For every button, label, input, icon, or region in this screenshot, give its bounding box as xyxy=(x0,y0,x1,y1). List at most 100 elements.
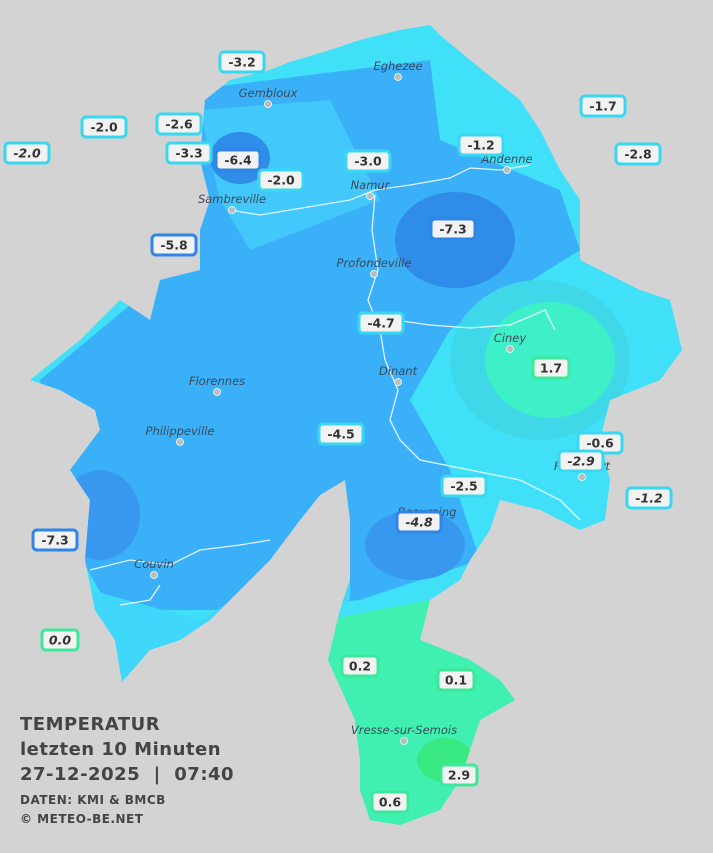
city-dot xyxy=(176,438,184,446)
station-box xyxy=(439,763,479,787)
station-value: 1.7 xyxy=(540,361,562,376)
station: -7.3 xyxy=(31,528,79,552)
station: -2.0 xyxy=(257,168,305,192)
station-box xyxy=(370,790,410,814)
station: -2.6 xyxy=(155,112,203,136)
station-value: -0.6 xyxy=(586,436,614,451)
station-value: -3.2 xyxy=(228,55,255,70)
city-dot xyxy=(150,571,158,579)
station: -0.6 xyxy=(576,431,624,455)
city-dot xyxy=(394,378,402,386)
station-box xyxy=(531,356,571,380)
station-value: -5.8 xyxy=(160,238,187,253)
station: -1.2 xyxy=(625,486,673,510)
station-value: 0.1 xyxy=(445,673,467,688)
station: -2.0 xyxy=(80,115,128,139)
station: -3.2 xyxy=(218,50,266,74)
station-value: -3.3 xyxy=(175,146,202,161)
station: -2.9 xyxy=(557,449,605,473)
city-dot xyxy=(503,166,511,174)
station: -2.8 xyxy=(614,142,662,166)
station: -4.5 xyxy=(317,422,365,446)
station-box xyxy=(214,148,262,172)
city-dot xyxy=(366,192,374,200)
station: -4.7 xyxy=(357,311,405,335)
source: DATEN: KMI & BMCB xyxy=(20,793,166,807)
station: -7.3 xyxy=(429,217,477,241)
station-value: -2.8 xyxy=(624,147,651,162)
station-value: -4.5 xyxy=(327,427,354,442)
station-box xyxy=(625,486,673,510)
station-value: -1.7 xyxy=(589,99,616,114)
station-box xyxy=(218,50,266,74)
station: 0.6 xyxy=(370,790,410,814)
station-value: -3.0 xyxy=(354,154,382,169)
station-value: 0.0 xyxy=(49,633,71,648)
station-box xyxy=(150,233,198,257)
city-dot xyxy=(213,388,221,396)
station-value: -6.4 xyxy=(224,153,252,168)
station-box xyxy=(436,668,476,692)
city-dot xyxy=(370,270,378,278)
station: -3.3 xyxy=(165,141,213,165)
station: -2.0 xyxy=(3,141,51,165)
station-box xyxy=(357,311,405,335)
station-box xyxy=(3,141,51,165)
station: 0.0 xyxy=(40,628,80,652)
station-box xyxy=(557,449,605,473)
station-value: -1.2 xyxy=(635,491,662,506)
station-box xyxy=(457,133,505,157)
station-box xyxy=(579,94,627,118)
station: -4.8 xyxy=(395,510,443,534)
station-box xyxy=(31,528,79,552)
station-value: -2.9 xyxy=(567,454,595,469)
station-box xyxy=(395,510,443,534)
station: 0.1 xyxy=(436,668,476,692)
station: -3.0 xyxy=(344,149,392,173)
station-box xyxy=(80,115,128,139)
station-box xyxy=(429,217,477,241)
station-value: 0.2 xyxy=(349,659,371,674)
title: TEMPERATUR xyxy=(20,714,160,735)
station-box xyxy=(614,142,662,166)
station: -5.8 xyxy=(150,233,198,257)
station: 0.2 xyxy=(340,654,380,678)
city-label: Gembloux xyxy=(239,86,298,100)
city-dot xyxy=(400,737,408,745)
copyright: © METEO-BE.NET xyxy=(20,812,144,826)
station-value: -7.3 xyxy=(439,222,466,237)
station: -2.5 xyxy=(440,474,488,498)
station-value: 0.6 xyxy=(379,795,401,810)
station-value: -2.0 xyxy=(13,146,41,161)
timestamp: 27-12-2025 | 07:40 xyxy=(20,764,234,785)
station: 2.9 xyxy=(439,763,479,787)
city-dot xyxy=(506,345,514,353)
station-value: -4.7 xyxy=(367,316,394,331)
station-value: 2.9 xyxy=(448,768,470,783)
city-label: Profondeville xyxy=(337,256,412,270)
city-label: Florennes xyxy=(189,374,245,388)
station: 1.7 xyxy=(531,356,571,380)
station-box xyxy=(40,628,80,652)
station-box xyxy=(165,141,213,165)
station-value: -2.5 xyxy=(450,479,477,494)
station-box xyxy=(155,112,203,136)
city-label: Couvin xyxy=(134,557,174,571)
station-box xyxy=(440,474,488,498)
city-dot xyxy=(228,206,236,214)
city-label: Namur xyxy=(351,178,391,192)
city-dot xyxy=(264,100,272,108)
station-box xyxy=(344,149,392,173)
city-label: Sambreville xyxy=(198,192,266,206)
station-box xyxy=(340,654,380,678)
station-value: -4.8 xyxy=(405,515,433,530)
city-label: Eghezee xyxy=(373,59,422,73)
station-layer: -3.2 -2.0 -2.6 -2.0 -3.3 -6.4 -2.0 -3.0 -1.2 -1.7… xyxy=(3,50,673,814)
city-label: Ciney xyxy=(494,331,527,345)
city-dot xyxy=(394,73,402,81)
city-label: Vresse-sur-Semois xyxy=(351,723,457,737)
city-label: Dinant xyxy=(379,364,418,378)
station-value: -7.3 xyxy=(41,533,68,548)
station-value: -2.0 xyxy=(267,173,295,188)
